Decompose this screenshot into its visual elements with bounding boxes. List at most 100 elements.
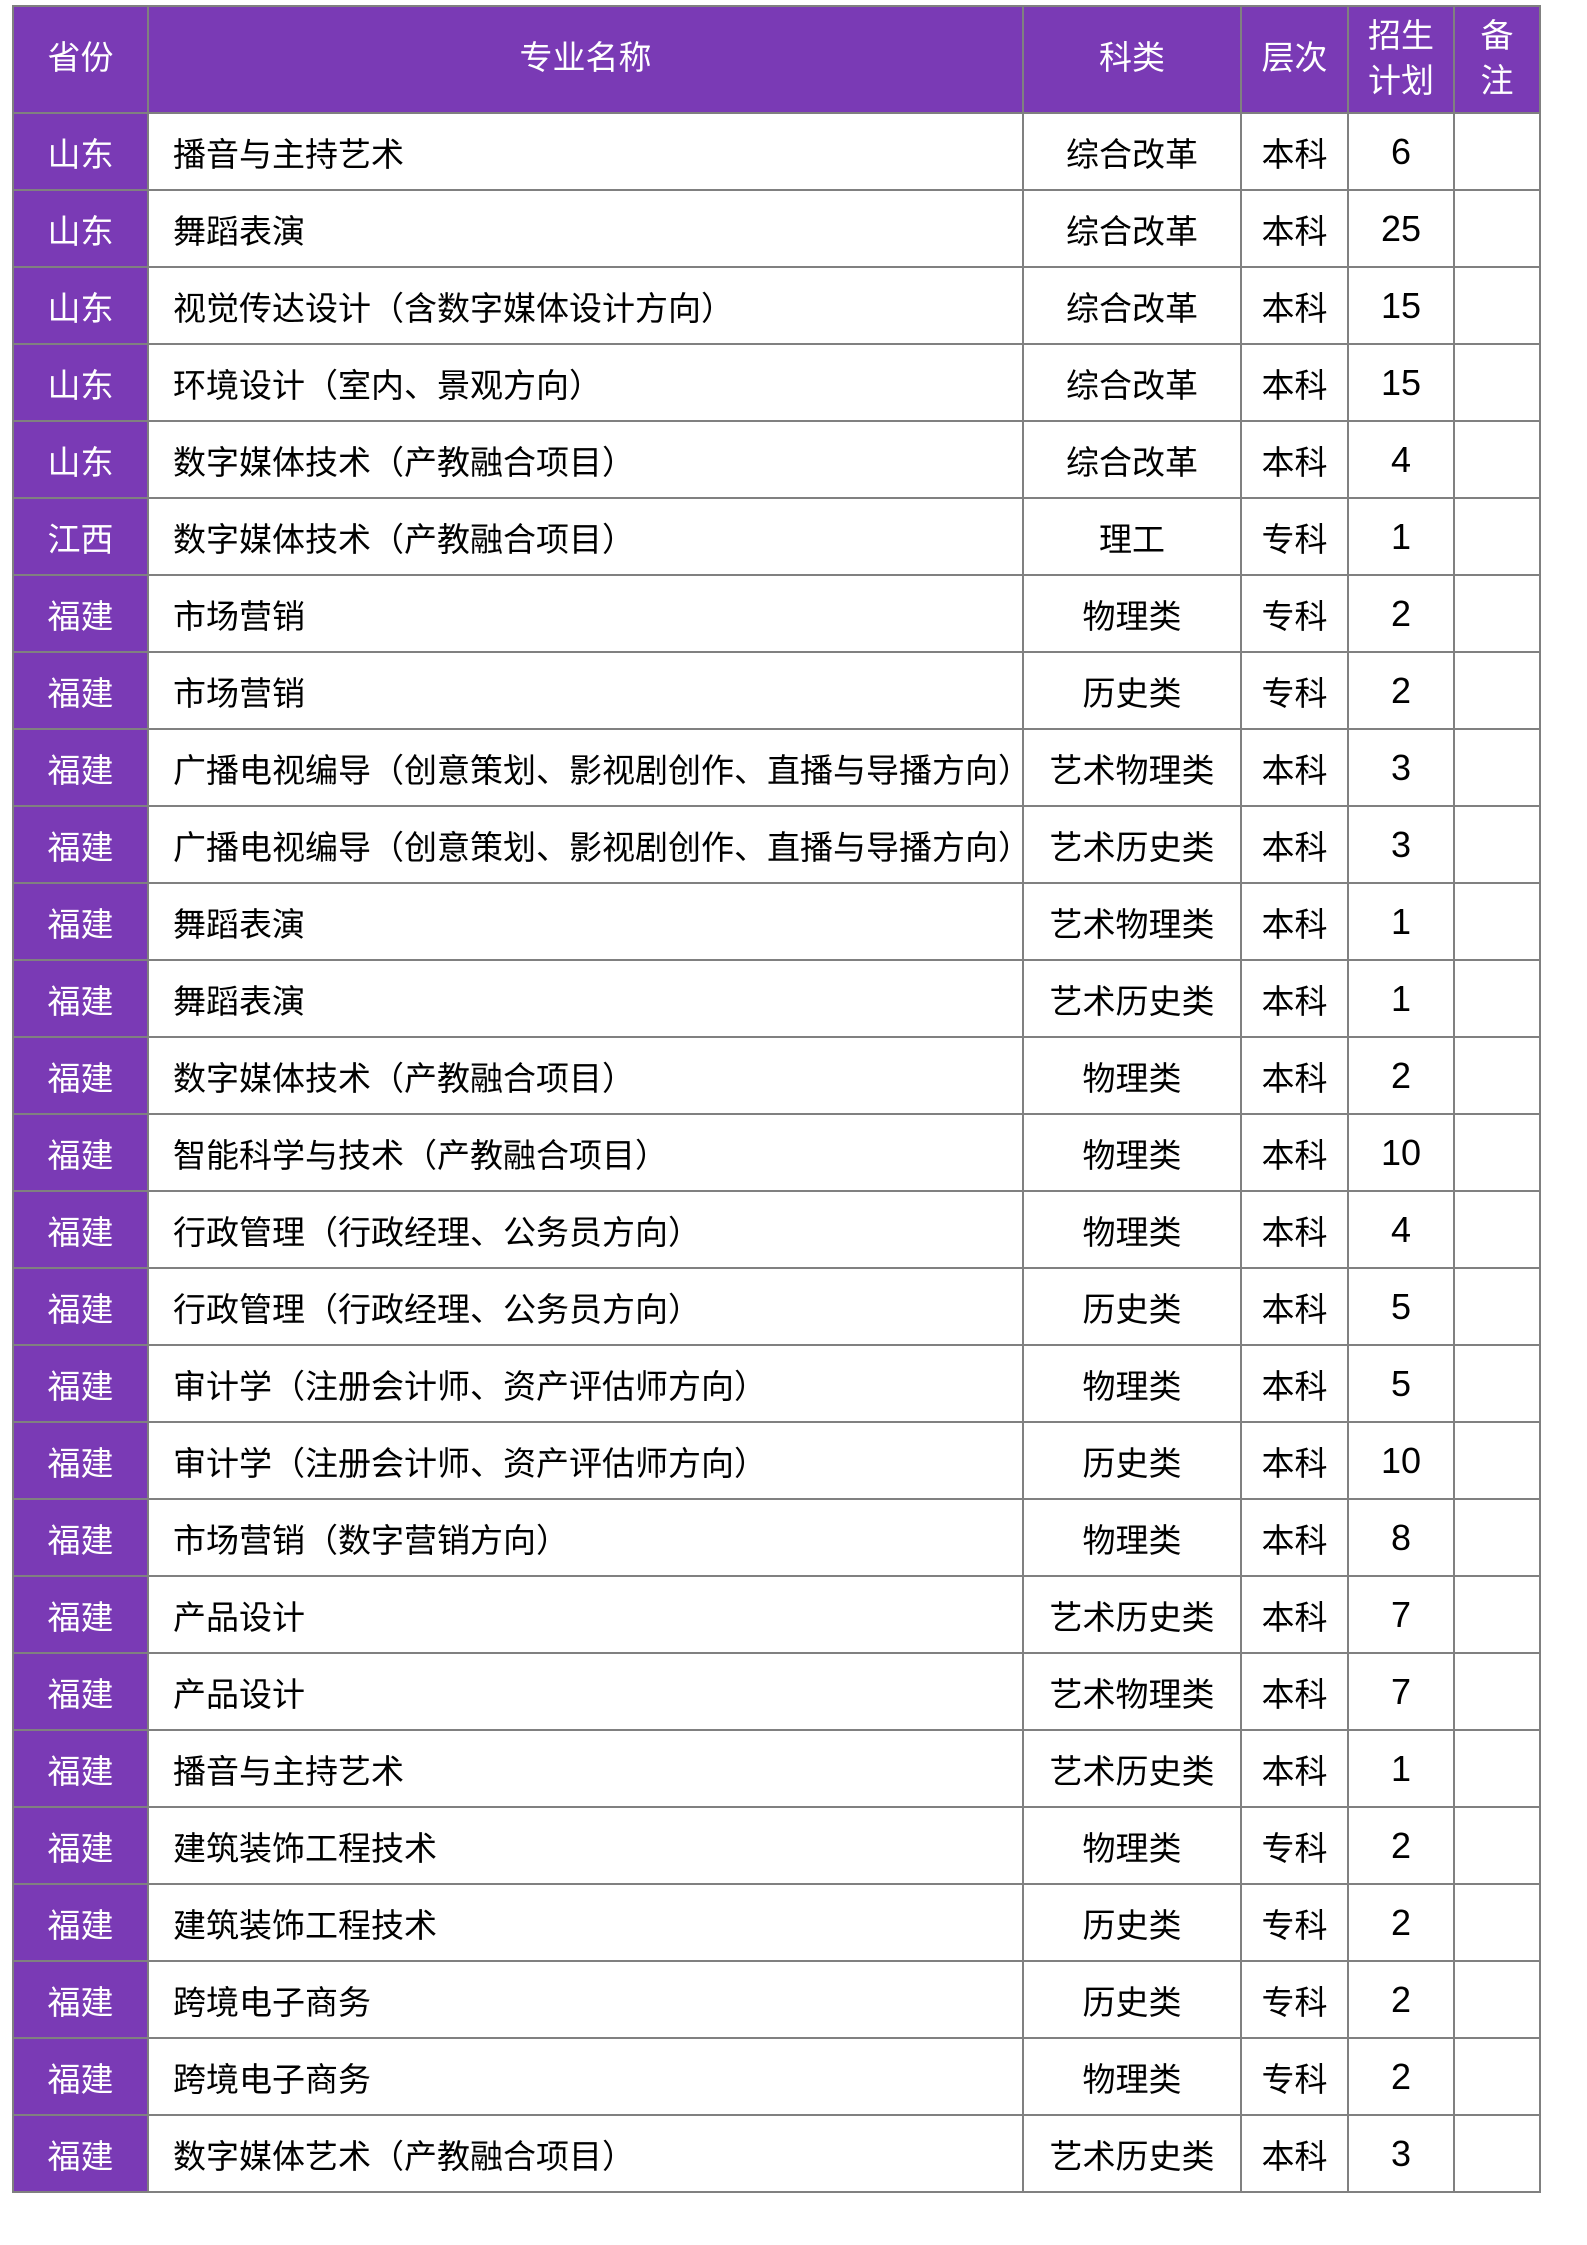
plan-cell: 4 [1347,420,1455,499]
province-cell: 福建 [12,2037,149,2116]
province-cell: 福建 [12,1190,149,1269]
table-row: 江西 数字媒体技术（产教融合项目） 理工 专科 1 [12,497,1541,576]
note-cell [1453,959,1541,1038]
col-header-category: 科类 [1022,5,1242,114]
province-cell: 福建 [12,574,149,653]
plan-cell: 1 [1347,1729,1455,1808]
note-cell [1453,728,1541,807]
plan-cell: 7 [1347,1652,1455,1731]
col-header-province: 省份 [12,5,149,114]
province-cell: 福建 [12,2114,149,2193]
category-cell: 历史类 [1022,1883,1242,1962]
note-cell [1453,651,1541,730]
note-cell [1453,343,1541,422]
major-cell: 建筑装饰工程技术 [147,1883,1024,1962]
plan-cell: 3 [1347,805,1455,884]
major-cell: 环境设计（室内、景观方向） [147,343,1024,422]
level-cell: 本科 [1240,882,1349,961]
category-cell: 物理类 [1022,574,1242,653]
province-cell: 福建 [12,805,149,884]
province-cell: 山东 [12,343,149,422]
province-cell: 福建 [12,1421,149,1500]
note-cell [1453,1883,1541,1962]
level-cell: 专科 [1240,1883,1349,1962]
category-cell: 历史类 [1022,1421,1242,1500]
note-cell [1453,420,1541,499]
category-cell: 艺术历史类 [1022,805,1242,884]
plan-cell: 1 [1347,497,1455,576]
plan-cell: 1 [1347,882,1455,961]
note-cell [1453,266,1541,345]
table-row: 福建 审计学（注册会计师、资产评估师方向） 历史类 本科 10 [12,1421,1541,1500]
level-cell: 专科 [1240,651,1349,730]
major-cell: 产品设计 [147,1652,1024,1731]
category-cell: 艺术物理类 [1022,1652,1242,1731]
category-cell: 综合改革 [1022,420,1242,499]
major-cell: 舞蹈表演 [147,189,1024,268]
note-cell [1453,1652,1541,1731]
level-cell: 本科 [1240,189,1349,268]
category-cell: 历史类 [1022,1267,1242,1346]
province-cell: 山东 [12,420,149,499]
plan-cell: 8 [1347,1498,1455,1577]
table-row: 山东 数字媒体技术（产教融合项目） 综合改革 本科 4 [12,420,1541,499]
province-cell: 福建 [12,1113,149,1192]
plan-cell: 25 [1347,189,1455,268]
major-cell: 行政管理（行政经理、公务员方向） [147,1267,1024,1346]
category-cell: 物理类 [1022,1344,1242,1423]
level-cell: 本科 [1240,1498,1349,1577]
province-cell: 山东 [12,112,149,191]
plan-cell: 10 [1347,1113,1455,1192]
province-cell: 福建 [12,1806,149,1885]
province-cell: 福建 [12,1575,149,1654]
note-cell [1453,497,1541,576]
category-cell: 艺术物理类 [1022,882,1242,961]
note-cell [1453,2037,1541,2116]
province-cell: 山东 [12,266,149,345]
category-cell: 艺术物理类 [1022,728,1242,807]
level-cell: 专科 [1240,1960,1349,2039]
category-cell: 物理类 [1022,1036,1242,1115]
plan-cell: 5 [1347,1267,1455,1346]
table-row: 福建 市场营销 历史类 专科 2 [12,651,1541,730]
category-cell: 艺术历史类 [1022,2114,1242,2193]
table-row: 福建 建筑装饰工程技术 物理类 专科 2 [12,1806,1541,1885]
note-cell [1453,112,1541,191]
col-header-plan: 招生 计划 [1347,5,1455,114]
level-cell: 本科 [1240,959,1349,1038]
note-cell [1453,1113,1541,1192]
table-row: 山东 环境设计（室内、景观方向） 综合改革 本科 15 [12,343,1541,422]
major-cell: 行政管理（行政经理、公务员方向） [147,1190,1024,1269]
category-cell: 艺术历史类 [1022,1729,1242,1808]
table-row: 福建 审计学（注册会计师、资产评估师方向） 物理类 本科 5 [12,1344,1541,1423]
major-cell: 视觉传达设计（含数字媒体设计方向） [147,266,1024,345]
note-cell [1453,1344,1541,1423]
note-cell [1453,1960,1541,2039]
category-cell: 物理类 [1022,1806,1242,1885]
plan-cell: 1 [1347,959,1455,1038]
plan-cell: 2 [1347,574,1455,653]
province-cell: 福建 [12,728,149,807]
plan-cell: 2 [1347,1960,1455,2039]
table-row: 福建 广播电视编导（创意策划、影视剧创作、直播与导播方向） 艺术物理类 本科 3 [12,728,1541,807]
header-row: 省份 专业名称 科类 层次 招生 计划 备 注 [12,5,1541,114]
table-row: 福建 产品设计 艺术历史类 本科 7 [12,1575,1541,1654]
level-cell: 专科 [1240,497,1349,576]
category-cell: 历史类 [1022,651,1242,730]
table-row: 福建 智能科学与技术（产教融合项目） 物理类 本科 10 [12,1113,1541,1192]
level-cell: 本科 [1240,1190,1349,1269]
plan-cell: 2 [1347,2037,1455,2116]
table-row: 福建 数字媒体技术（产教融合项目） 物理类 本科 2 [12,1036,1541,1115]
category-cell: 物理类 [1022,1113,1242,1192]
table-row: 福建 广播电视编导（创意策划、影视剧创作、直播与导播方向） 艺术历史类 本科 3 [12,805,1541,884]
plan-cell: 2 [1347,1806,1455,1885]
table-row: 福建 市场营销 物理类 专科 2 [12,574,1541,653]
table-row: 福建 建筑装饰工程技术 历史类 专科 2 [12,1883,1541,1962]
level-cell: 本科 [1240,1113,1349,1192]
table-row: 山东 视觉传达设计（含数字媒体设计方向） 综合改革 本科 15 [12,266,1541,345]
note-cell [1453,189,1541,268]
category-cell: 综合改革 [1022,189,1242,268]
province-cell: 福建 [12,1960,149,2039]
plan-cell: 6 [1347,112,1455,191]
level-cell: 本科 [1240,1729,1349,1808]
